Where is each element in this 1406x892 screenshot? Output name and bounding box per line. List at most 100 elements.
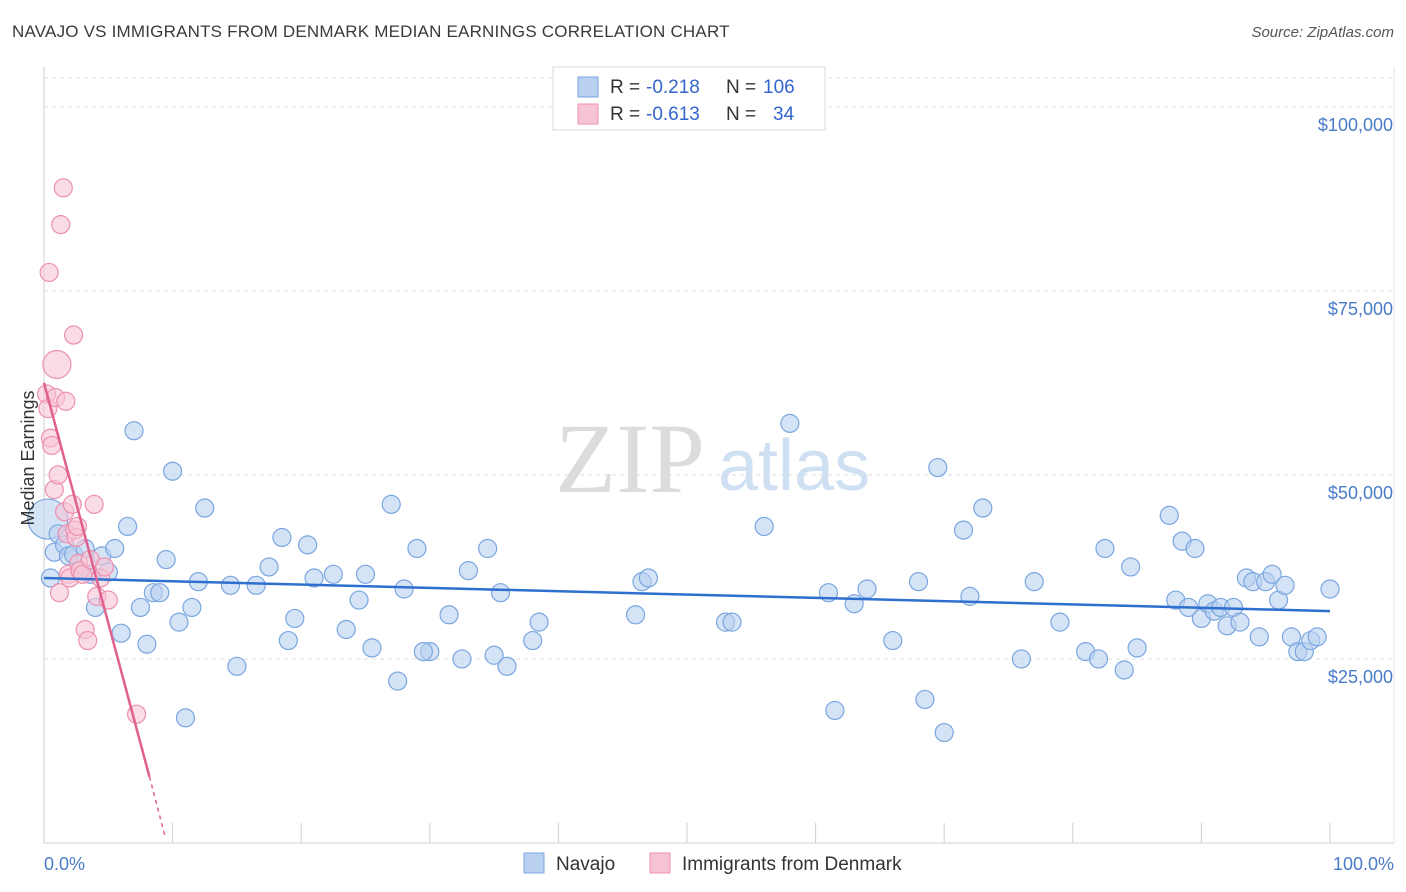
- navajo-point-70: [953, 520, 974, 540]
- denmark-point-26: [78, 630, 98, 651]
- denmark-point-11: [53, 178, 73, 198]
- navajo-point-16: [130, 597, 151, 618]
- navajo-point-73: [1011, 649, 1031, 669]
- legend-n-label-denmark: N =: [726, 104, 756, 125]
- navajo-point-29: [246, 575, 266, 595]
- bottom-swatch-navajo: [523, 852, 545, 874]
- legend-n-denmark: 34: [773, 104, 795, 125]
- navajo-point-35: [304, 568, 324, 588]
- denmark-point-31: [94, 557, 115, 577]
- navajo-point-100: [1275, 575, 1295, 595]
- source-label: Source: ZipAtlas.com: [1251, 24, 1394, 41]
- y-tick-label-3: $100,000: [1318, 115, 1393, 135]
- navajo-point-27: [220, 575, 241, 595]
- y-tick-label-1: $50,000: [1328, 483, 1393, 503]
- navajo-point-31: [272, 527, 292, 548]
- navajo-point-51: [490, 583, 511, 603]
- navajo-point-59: [754, 516, 774, 537]
- legend-r-denmark: -0.613: [646, 104, 700, 125]
- x-tick-right: 100.0%: [1333, 854, 1394, 874]
- navajo-point-81: [1127, 638, 1147, 658]
- y-axis-label: Median Earnings: [18, 390, 38, 525]
- gridlines: [44, 77, 1394, 660]
- navajo-point-65: [883, 630, 903, 651]
- watermark-atlas: atlas: [718, 426, 870, 506]
- navajo-point-69: [934, 722, 954, 743]
- navajo-point-23: [175, 708, 196, 728]
- navajo-point-43: [394, 579, 414, 599]
- navajo-point-57: [638, 568, 659, 588]
- navajo-point-74: [1024, 572, 1044, 592]
- navajo-point-50: [484, 645, 504, 665]
- x-tick-left: 0.0%: [44, 854, 85, 874]
- navajo-point-24: [182, 597, 202, 618]
- navajo-point-72: [973, 498, 993, 518]
- navajo-point-64: [857, 579, 877, 599]
- navajo-point-66: [908, 572, 929, 592]
- navajo-point-54: [529, 612, 549, 632]
- navajo-point-108: [722, 612, 742, 632]
- navajo-point-55: [625, 605, 646, 625]
- navajo-point-79: [1114, 660, 1134, 680]
- navajo-point-33: [285, 608, 305, 629]
- denmark-point-2: [39, 262, 59, 283]
- denmark-point-8: [48, 465, 68, 485]
- navajo-point-75: [1050, 612, 1070, 632]
- bottom-swatch-denmark: [649, 852, 671, 874]
- navajo-point-32: [278, 630, 298, 651]
- legend-r-label-denmark: R =: [610, 104, 640, 125]
- legend-r-label-navajo: R =: [610, 77, 640, 98]
- navajo-point-48: [458, 561, 478, 581]
- navajo-point-86: [1185, 538, 1205, 559]
- denmark-trend-line: [42, 382, 151, 778]
- chart-title: NAVAJO VS IMMIGRANTS FROM DENMARK MEDIAN…: [12, 22, 730, 41]
- y-tick-labels: $25,000 $50,000 $75,000 $100,000: [1318, 115, 1393, 687]
- y-tick-label-2: $75,000: [1328, 299, 1393, 319]
- navajo-point-105: [1307, 627, 1327, 647]
- navajo-point-44: [407, 538, 427, 559]
- navajo-point-36: [323, 564, 343, 584]
- legend-n-label-navajo: N =: [726, 77, 756, 98]
- navajo-point-46: [439, 605, 459, 625]
- navajo-point-49: [478, 538, 498, 559]
- navajo-point-38: [349, 590, 369, 610]
- navajo-point-109: [413, 641, 433, 662]
- y-tick-label-0: $25,000: [1328, 667, 1393, 687]
- navajo-point-96: [1249, 627, 1269, 647]
- denmark-point-28: [84, 494, 104, 514]
- stats-legend: R = -0.218 N = 106 R = -0.613 N = 34: [552, 66, 826, 131]
- navajo-point-17: [137, 634, 157, 654]
- navajo-point-77: [1088, 649, 1109, 669]
- watermark-zip: ZIP: [555, 403, 705, 514]
- denmark-point-13: [56, 391, 76, 411]
- denmark-point-18: [63, 325, 84, 345]
- navajo-point-80: [1121, 557, 1141, 577]
- legend-r-navajo: -0.218: [646, 77, 700, 98]
- series-legend: Navajo Immigrants from Denmark: [523, 852, 902, 875]
- legend-n-navajo: 106: [763, 77, 795, 98]
- navajo-point-42: [388, 671, 408, 691]
- legend-swatch-navajo: [577, 76, 599, 98]
- navajo-point-93: [1230, 612, 1250, 632]
- denmark-point-7: [42, 349, 72, 380]
- navajo-point-30: [259, 557, 279, 577]
- legend-swatch-denmark: [577, 103, 599, 125]
- navajo-point-52: [497, 656, 517, 676]
- denmark-points: [36, 178, 147, 724]
- navajo-point-53: [523, 630, 543, 651]
- bottom-label-navajo: Navajo: [556, 854, 615, 875]
- bottom-label-denmark: Immigrants from Denmark: [682, 854, 902, 875]
- denmark-trend-extension: [148, 776, 166, 836]
- navajo-point-15: [124, 421, 144, 441]
- navajo-point-98: [1262, 564, 1282, 584]
- navajo-point-28: [227, 656, 247, 676]
- trend-lines: [42, 382, 1331, 836]
- navajo-point-82: [1159, 505, 1179, 525]
- navajo-point-12: [105, 538, 125, 559]
- navajo-point-19: [150, 583, 170, 603]
- navajo-point-78: [1095, 538, 1115, 559]
- navajo-point-106: [1320, 579, 1340, 599]
- navajo-point-62: [825, 700, 845, 721]
- navajo-point-68: [928, 457, 948, 478]
- navajo-point-20: [156, 549, 176, 570]
